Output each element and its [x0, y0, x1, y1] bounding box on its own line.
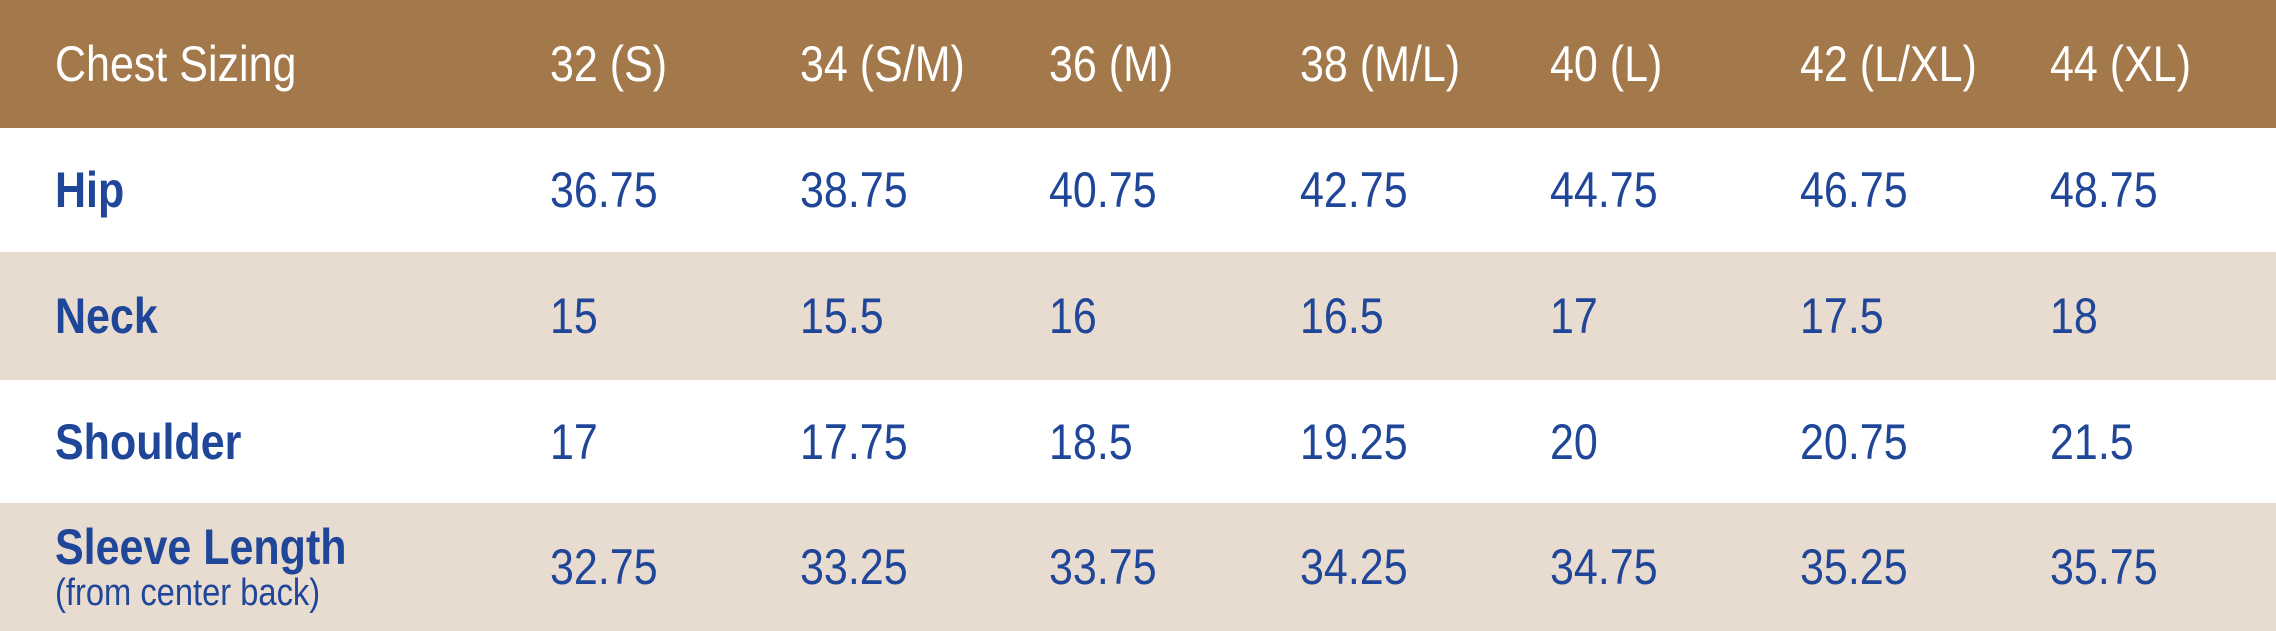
value-cell: 17.5 [1800, 288, 1884, 344]
row-note: (from center back) [55, 571, 321, 614]
header-label: Chest Sizing [55, 36, 297, 92]
table-row: Sleeve Length (from center back) 32.75 33.2… [0, 503, 2276, 631]
row-label-box: Neck [55, 290, 158, 343]
value-cell: 46.75 [1800, 162, 1908, 218]
value-cell: 48.75 [2050, 162, 2158, 218]
value-cell: 17 [550, 413, 598, 470]
value-cell: 20.75 [1800, 413, 1908, 470]
row-label-box: Shoulder [55, 415, 241, 468]
column-header: 40 (L) [1550, 36, 1663, 92]
column-header: 32 (S) [550, 36, 668, 92]
value-cell: 32.75 [550, 539, 658, 595]
value-cell: 34.25 [1300, 539, 1408, 595]
value-cell: 38.75 [800, 162, 908, 218]
column-header: 38 (M/L) [1300, 36, 1461, 92]
value-cell: 33.75 [1049, 539, 1157, 595]
row-label: Hip [55, 161, 125, 218]
column-header: 44 (XL) [2050, 36, 2192, 92]
column-header: 42 (L/XL) [1800, 36, 1977, 92]
row-label: Sleeve Length [55, 518, 347, 575]
value-cell: 35.75 [2050, 539, 2158, 595]
value-cell: 15.5 [800, 288, 884, 344]
value-cell: 21.5 [2050, 413, 2134, 470]
table-row: Hip 36.75 38.75 40.75 42.75 44.75 46.75 48.75 [0, 128, 2276, 252]
value-cell: 19.25 [1300, 413, 1408, 470]
value-cell: 20 [1550, 413, 1598, 470]
value-cell: 16.5 [1300, 288, 1384, 344]
table-row: Neck 15 15.5 16 16.5 17 17.5 18 [0, 252, 2276, 380]
column-header: 36 (M) [1049, 36, 1174, 92]
value-cell: 18 [2050, 288, 2098, 344]
column-header: 34 (S/M) [800, 36, 965, 92]
value-cell: 17 [1550, 288, 1598, 344]
value-cell: 44.75 [1550, 162, 1658, 218]
row-label: Shoulder [55, 413, 242, 470]
value-cell: 33.25 [800, 539, 908, 595]
value-cell: 36.75 [550, 162, 658, 218]
row-label: Neck [55, 287, 158, 344]
value-cell: 40.75 [1049, 162, 1157, 218]
value-cell: 16 [1049, 288, 1097, 344]
row-label-box: Hip [55, 164, 124, 217]
row-label-box: Sleeve Length (from center back) [55, 521, 347, 613]
value-cell: 17.75 [800, 413, 908, 470]
header-row: Chest Sizing 32 (S) 34 (S/M) 36 (M) 38 (M/L)… [0, 0, 2276, 128]
table-row: Shoulder 17 17.75 18.5 19.25 20 20.75 21.5 [0, 380, 2276, 503]
value-cell: 42.75 [1300, 162, 1408, 218]
value-cell: 35.25 [1800, 539, 1908, 595]
value-cell: 15 [550, 288, 598, 344]
value-cell: 18.5 [1049, 413, 1133, 470]
value-cell: 34.75 [1550, 539, 1658, 595]
